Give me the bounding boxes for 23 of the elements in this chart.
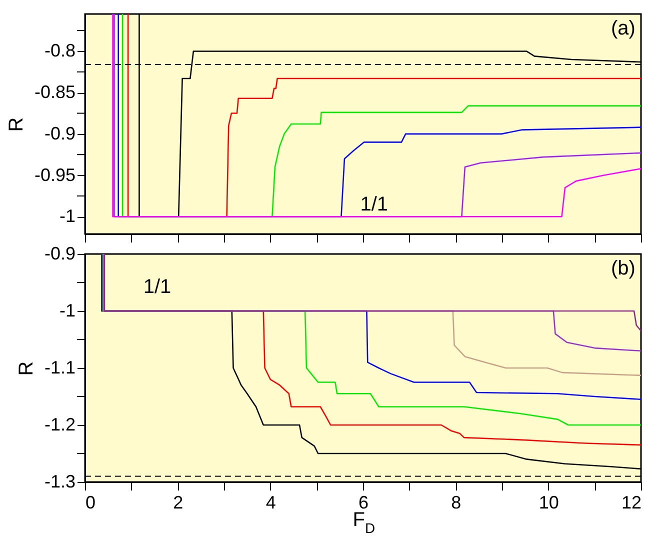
y-tick-label: -1.2 — [44, 414, 76, 434]
x-tick-label: 12 — [621, 492, 642, 512]
annotation: 1/1 — [143, 276, 172, 298]
y-axis-title: R — [5, 117, 28, 132]
x-tick-label: 4 — [266, 492, 276, 512]
x-tick-label: 8 — [451, 492, 462, 512]
y-tick-label: -0.85 — [34, 82, 76, 102]
y-tick-label: -0.8 — [44, 40, 76, 61]
annotation: 1/1 — [360, 193, 388, 216]
x-tick-label: 0 — [86, 492, 96, 512]
x-tick-label: 10 — [538, 492, 559, 512]
annotation: (b) — [610, 258, 636, 280]
y-tick-label: -1 — [59, 300, 76, 320]
x-tick-label: 2 — [173, 492, 184, 512]
x-tick-label: 6 — [358, 492, 369, 512]
annotation: (a) — [610, 17, 636, 40]
y-tick-label: -0.95 — [34, 164, 76, 185]
y-tick-label: -0.9 — [44, 123, 76, 144]
y-tick-label: -1 — [59, 206, 76, 226]
y-tick-label: -0.9 — [44, 244, 76, 264]
y-tick-label: -1.3 — [44, 472, 76, 492]
y-axis-title: R — [15, 361, 38, 376]
y-tick-label: -1.1 — [44, 358, 76, 378]
